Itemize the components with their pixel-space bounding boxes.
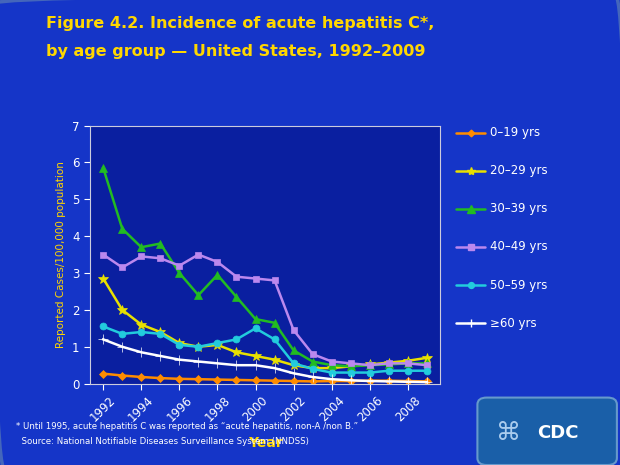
Text: 0–19 yrs: 0–19 yrs [490,126,540,139]
Text: 30–39 yrs: 30–39 yrs [490,202,547,215]
Y-axis label: Reported Cases/100,000 population: Reported Cases/100,000 population [56,161,66,348]
Text: * Until 1995, acute hepatitis C was reported as “acute hepatitis, non-A /non B.”: * Until 1995, acute hepatitis C was repo… [16,422,358,431]
Text: Source: National Notifiable Diseases Surveillance System (NNDSS): Source: National Notifiable Diseases Sur… [16,437,308,446]
Text: Figure 4.2. Incidence of acute hepatitis C*,: Figure 4.2. Incidence of acute hepatitis… [46,16,435,31]
Text: by age group — United States, 1992–2009: by age group — United States, 1992–2009 [46,44,426,59]
Text: CDC: CDC [538,425,578,442]
Text: 40–49 yrs: 40–49 yrs [490,240,547,253]
Text: 50–59 yrs: 50–59 yrs [490,279,547,292]
X-axis label: Year: Year [247,436,283,450]
Text: ⌘: ⌘ [496,421,521,445]
Text: 20–29 yrs: 20–29 yrs [490,164,547,177]
Text: ≥60 yrs: ≥60 yrs [490,317,536,330]
